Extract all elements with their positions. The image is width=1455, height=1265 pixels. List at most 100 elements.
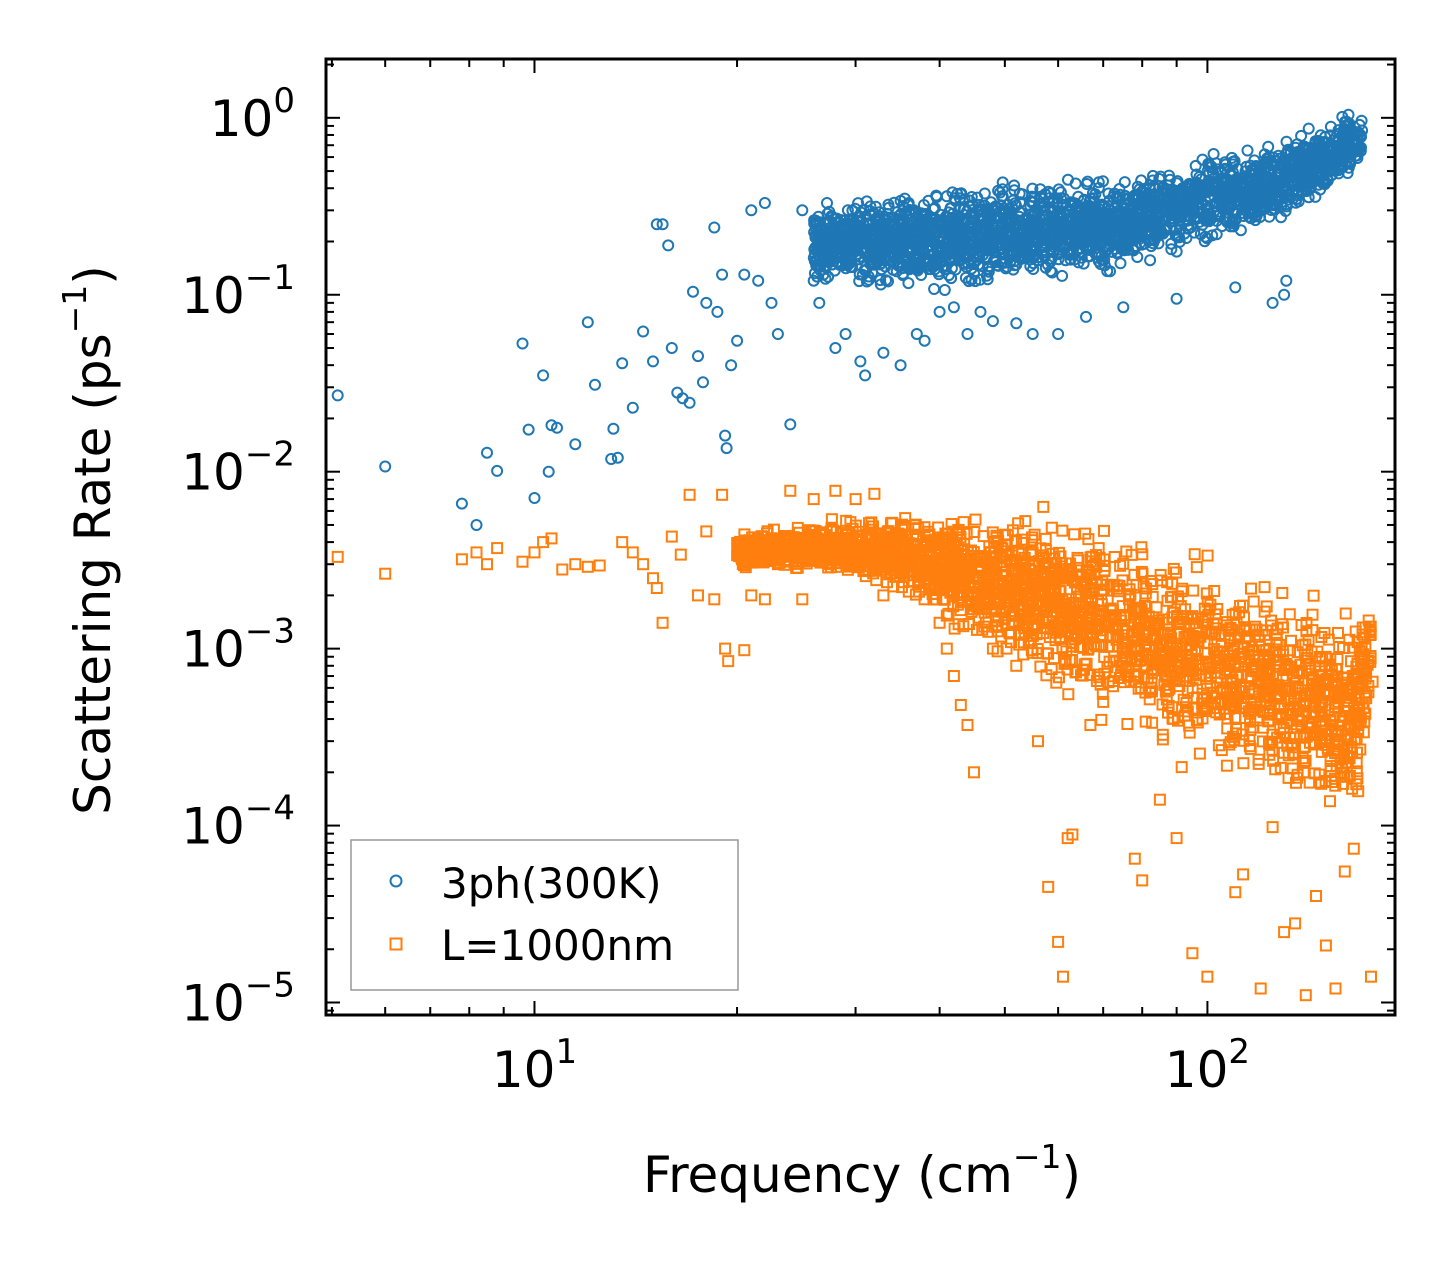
dense-point bbox=[1052, 253, 1065, 266]
dense-point bbox=[1114, 257, 1127, 270]
dense-point bbox=[1136, 230, 1149, 243]
dense-point bbox=[958, 203, 971, 216]
dense-point bbox=[1066, 196, 1079, 209]
dense-point bbox=[1324, 129, 1337, 142]
dense-point bbox=[1279, 179, 1291, 192]
dense-point bbox=[910, 231, 922, 243]
dense-point bbox=[932, 217, 945, 230]
dense-point bbox=[1256, 735, 1269, 748]
dense-point bbox=[1072, 229, 1085, 242]
dense-point bbox=[1146, 716, 1159, 729]
dense-point bbox=[1154, 226, 1167, 239]
dense-point bbox=[1302, 191, 1315, 204]
dense-point bbox=[981, 273, 994, 286]
dense-point bbox=[1139, 715, 1152, 728]
dense-point bbox=[1258, 158, 1271, 171]
dense-point bbox=[1124, 202, 1137, 215]
dense-point bbox=[1111, 205, 1124, 218]
dense-point bbox=[1148, 200, 1161, 213]
dense-point bbox=[962, 243, 975, 256]
dense-point bbox=[1285, 178, 1298, 191]
dense-point bbox=[808, 214, 821, 227]
dense-point bbox=[1307, 589, 1320, 602]
dense-point bbox=[1280, 135, 1293, 148]
dense-point bbox=[1183, 726, 1196, 739]
dense-point bbox=[1193, 171, 1206, 183]
dense-point bbox=[998, 205, 1011, 217]
dense-point bbox=[1242, 196, 1255, 209]
dense-point bbox=[1094, 217, 1107, 230]
dense-point bbox=[1082, 202, 1095, 214]
dense-point bbox=[1148, 213, 1161, 226]
dense-point bbox=[1182, 179, 1195, 192]
dense-point bbox=[1339, 607, 1352, 620]
dense-point bbox=[1131, 251, 1144, 263]
dense-point bbox=[1078, 232, 1091, 245]
dense-point bbox=[867, 258, 880, 271]
dense-point bbox=[1245, 582, 1257, 595]
dense-point bbox=[1239, 165, 1252, 178]
dense-point bbox=[1299, 754, 1312, 767]
dense-point bbox=[1088, 215, 1101, 228]
dense-point bbox=[1215, 174, 1228, 187]
dense-point bbox=[1222, 202, 1235, 215]
dense-point bbox=[1302, 122, 1315, 135]
dense-point bbox=[1094, 258, 1107, 270]
dense-point bbox=[1262, 140, 1275, 153]
dense-point bbox=[865, 251, 878, 264]
dense-point bbox=[1089, 188, 1102, 201]
dense-point bbox=[1007, 194, 1020, 207]
dense-point bbox=[902, 277, 915, 290]
dense-cloud-l1000nm bbox=[731, 500, 1377, 808]
dense-point bbox=[1028, 191, 1041, 204]
dense-point bbox=[1272, 149, 1285, 162]
dense-point bbox=[975, 233, 988, 245]
dense-point bbox=[1344, 157, 1357, 170]
dense-point bbox=[853, 253, 866, 266]
dense-point bbox=[1003, 205, 1015, 218]
dense-point bbox=[874, 274, 887, 287]
dense-point bbox=[1295, 129, 1308, 142]
dense-point bbox=[1170, 177, 1183, 190]
dense-point bbox=[881, 225, 894, 238]
dense-point bbox=[1225, 189, 1238, 202]
dense-point bbox=[1298, 142, 1311, 155]
dense-point bbox=[1225, 151, 1238, 164]
dense-point bbox=[1314, 183, 1327, 196]
dense-point bbox=[1241, 144, 1254, 157]
dense-point bbox=[869, 223, 882, 236]
dense-point bbox=[854, 238, 867, 251]
dense-point bbox=[1070, 245, 1083, 258]
dense-point bbox=[1027, 263, 1040, 275]
dense-point bbox=[1064, 204, 1077, 217]
dense-point bbox=[1141, 228, 1154, 241]
dense-point bbox=[1341, 141, 1354, 154]
dense-point bbox=[1193, 747, 1206, 760]
dense-point bbox=[851, 227, 864, 240]
dense-point bbox=[1287, 149, 1300, 162]
dense-point bbox=[1265, 177, 1277, 190]
dense-point bbox=[1282, 167, 1295, 180]
dense-point bbox=[1013, 222, 1026, 235]
dense-point bbox=[1190, 168, 1203, 181]
dense-point bbox=[905, 244, 918, 257]
dense-point bbox=[1299, 165, 1312, 178]
dense-point bbox=[1127, 244, 1140, 257]
dense-point bbox=[1324, 120, 1337, 133]
dense-point bbox=[1283, 608, 1296, 621]
dense-point bbox=[994, 186, 1007, 199]
dense-point bbox=[1275, 211, 1287, 224]
dense-point bbox=[1189, 159, 1202, 172]
dense-point bbox=[1051, 248, 1064, 261]
dense-point bbox=[981, 210, 994, 223]
dense-point bbox=[918, 210, 931, 223]
dense-point bbox=[1105, 213, 1118, 225]
dense-point bbox=[1024, 222, 1037, 235]
dense-point bbox=[860, 217, 873, 230]
dense-point bbox=[828, 220, 840, 233]
dense-point bbox=[1062, 688, 1075, 701]
dense-point bbox=[1128, 233, 1141, 246]
dense-point bbox=[1258, 581, 1271, 594]
dense-point bbox=[816, 229, 829, 242]
dense-point bbox=[1338, 139, 1351, 152]
